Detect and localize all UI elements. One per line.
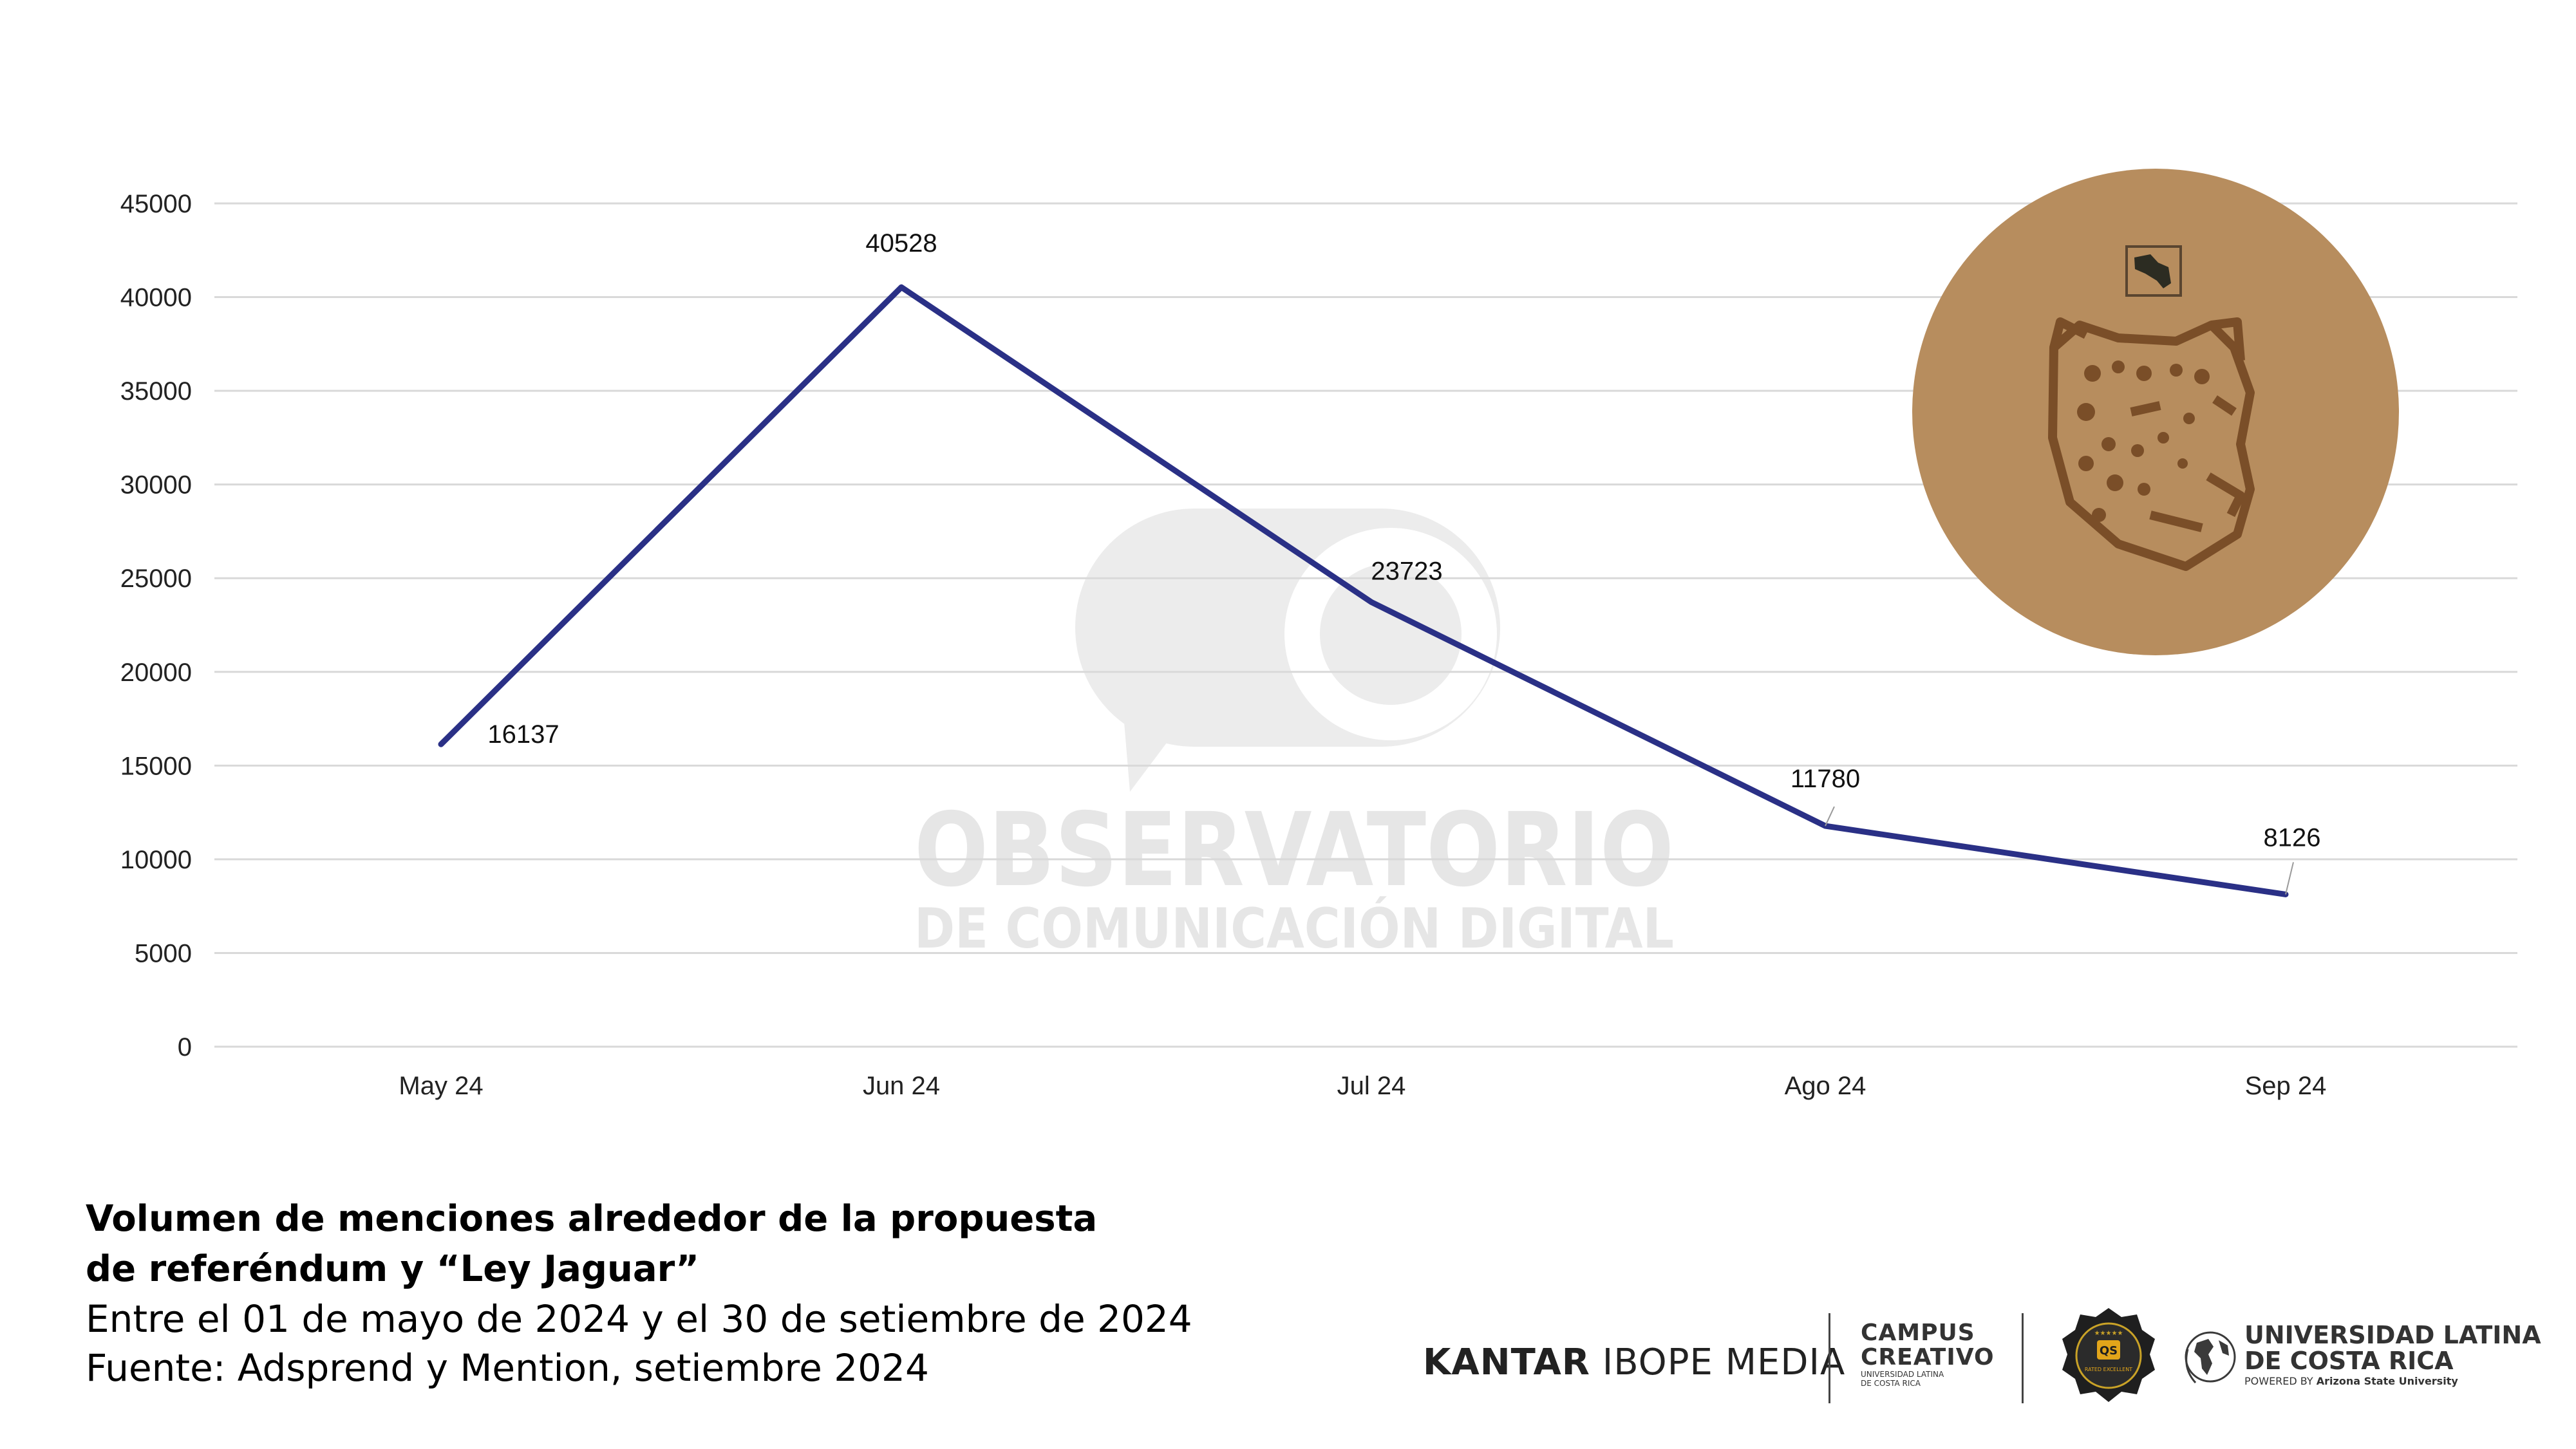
costa-rica-map-icon [2125,245,2182,297]
campus-sub2: DE COSTA RICA [1861,1379,1921,1388]
caption-title-line1: Volumen de menciones alrededor de la pro… [86,1198,1098,1240]
y-tick-label: 25000 [120,565,192,593]
data-label-leader [2285,862,2294,895]
ulatina-line1: UNIVERSIDAD LATINA [2244,1321,2541,1349]
ulatina-powered-prefix: POWERED BY [2244,1375,2313,1387]
ulatina-name: UNIVERSIDAD LATINA DE COSTA RICA [2244,1322,2541,1374]
y-tick-label: 0 [178,1033,192,1061]
x-axis: May 24 Jun 24 Jul 24 Ago 24 Sep 24 [399,1072,2326,1100]
y-tick-label: 45000 [120,190,192,218]
x-tick-label: Jul 24 [1337,1072,1406,1100]
y-tick-label: 35000 [120,377,192,406]
watermark-line2: DE COMUNICACIÓN DIGITAL [914,896,1674,961]
y-tick-label: 15000 [120,752,192,780]
logo-strip: KANTAR IBOPE MEDIA CAMPUS CREATIVO UNIVE… [1410,1300,2562,1429]
series-menciones [438,284,2289,897]
x-tick-label: Sep 24 [2245,1072,2327,1100]
data-label: 11780 [1791,765,1860,793]
y-tick-label: 30000 [120,471,192,500]
series-line [438,284,2289,897]
watermark-line1: OBSERVATORIO [914,791,1674,910]
jaguar-emblem-icon [1912,169,2399,655]
jaguar-head-icon [2048,317,2255,571]
ulatina-logo: UNIVERSIDAD LATINA DE COSTA RICA POWERED… [2183,1314,2562,1411]
campus-line1: CAMPUS [1861,1320,1975,1346]
x-tick-label: Jun 24 [863,1072,940,1100]
caption-period: Entre el 01 de mayo de 2024 y el 30 de s… [86,1297,1192,1341]
x-tick-label: May 24 [399,1072,483,1100]
caption-title-line2: de referéndum y “Ley Jaguar” [86,1248,700,1290]
ulatina-powered-name: Arizona State University [2316,1375,2458,1387]
badge-code: QS [2100,1344,2118,1358]
data-label: 40528 [865,229,937,257]
qs-rated-badge-icon: ★★★★★ QS RATED EXCELLENT [2062,1308,2155,1402]
watermark-logo-icon [1075,509,1500,792]
badge-text: RATED EXCELLENT [2085,1367,2132,1372]
y-tick-label: 5000 [135,939,192,968]
y-axis: 0 5000 10000 15000 20000 25000 30000 35000 40000… [120,190,192,1061]
data-label: 16137 [487,720,559,749]
y-tick-label: 10000 [120,846,192,874]
svg-text:★★★★★: ★★★★★ [2094,1330,2123,1337]
chart-caption: Volumen de menciones alrededor de la pro… [86,1194,1373,1392]
campus-sub1: UNIVERSIDAD LATINA [1861,1370,1944,1379]
y-tick-label: 40000 [120,284,192,312]
globe-icon [2185,1331,2236,1384]
data-label: 8126 [2264,823,2321,852]
logo-divider [2022,1313,2024,1403]
campus-line2: CREATIVO [1861,1344,1995,1370]
ibope-media-wordmark: IBOPE MEDIA [1602,1341,1846,1383]
campus-creativo-logo: CAMPUS CREATIVO UNIVERSIDAD LATINA DE CO… [1861,1321,2015,1388]
ulatina-powered: POWERED BY Arizona State University [2244,1375,2458,1387]
x-tick-label: Ago 24 [1785,1072,1866,1100]
line-chart: OBSERVATORIO DE COMUNICACIÓN DIGITAL 0 50… [120,169,2517,1100]
watermark: OBSERVATORIO DE COMUNICACIÓN DIGITAL [914,509,1674,961]
ulatina-line2: DE COSTA RICA [2244,1347,2454,1375]
jaguar-spots [2077,360,2210,522]
y-tick-label: 20000 [120,659,192,687]
data-labels: 16137 40528 23723 11780 8126 [487,229,2321,895]
kantar-wordmark: KANTAR [1423,1341,1590,1383]
logo-divider [1829,1313,1830,1403]
kantar-ibope-logo: KANTAR IBOPE MEDIA [1423,1341,1845,1383]
data-label-leader [1825,806,1835,827]
caption-source: Fuente: Adsprend y Mention, setiembre 20… [86,1346,929,1390]
data-label: 23723 [1371,557,1442,585]
